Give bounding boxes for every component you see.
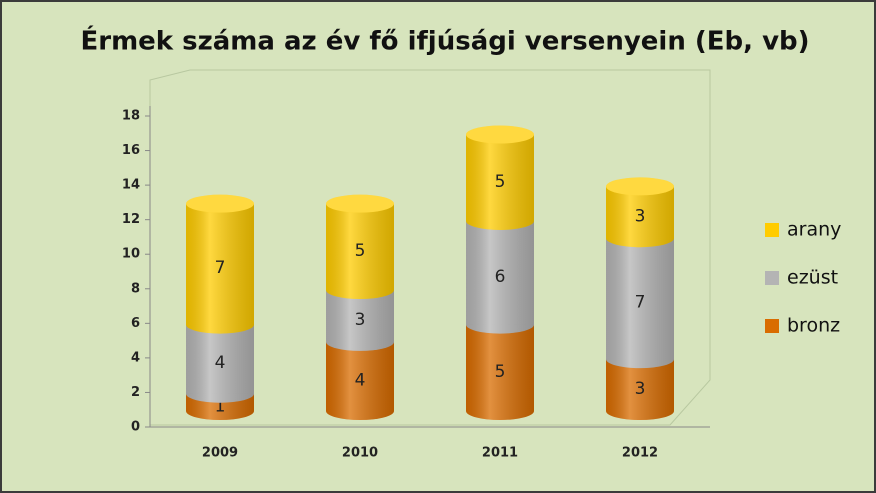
- shading: [326, 290, 394, 351]
- value-label: 7: [215, 258, 226, 278]
- legend-label: arany: [787, 219, 841, 241]
- x-tick-label: 2012: [622, 446, 658, 461]
- cylinder-top: [606, 177, 674, 196]
- value-label: 4: [355, 370, 366, 390]
- value-label: 5: [495, 362, 506, 382]
- value-label: 7: [635, 293, 646, 313]
- x-tick-label: 2010: [342, 446, 378, 461]
- plot-wall: [149, 69, 711, 426]
- cylinder-top-highlight: [186, 194, 254, 213]
- shading: [466, 134, 534, 230]
- y-tick-label: 2: [131, 385, 140, 400]
- value-label: 1: [215, 396, 226, 416]
- cylinder-top-highlight: [606, 177, 674, 196]
- legend-swatch: [765, 223, 779, 237]
- legend-swatch: [765, 271, 779, 285]
- cylinder-top-highlight: [466, 125, 534, 144]
- legend-label: ezüst: [787, 267, 838, 289]
- shading: [186, 324, 254, 403]
- value-label: 5: [495, 172, 506, 192]
- y-tick-label: 16: [122, 143, 140, 158]
- y-tick-label: 4: [131, 350, 140, 365]
- value-label: 3: [355, 310, 366, 330]
- y-tick-label: 10: [122, 247, 140, 262]
- cylinder-top: [466, 125, 534, 144]
- y-tick-label: 18: [122, 109, 140, 124]
- legend-swatch: [765, 319, 779, 333]
- shading: [606, 238, 674, 369]
- cylinder-top-highlight: [326, 194, 394, 213]
- shading: [606, 359, 674, 420]
- y-tick-label: 14: [122, 178, 140, 193]
- y-tick-label: 12: [122, 212, 140, 227]
- y-tick-label: 8: [131, 281, 140, 296]
- shading: [326, 203, 394, 300]
- shading: [466, 220, 534, 334]
- chart-title: Érmek száma az év fő ifjúsági versenyein…: [80, 25, 809, 57]
- shading: [466, 324, 534, 420]
- cylinder-top: [186, 194, 254, 213]
- value-label: 3: [635, 206, 646, 226]
- legend-label: bronz: [787, 315, 840, 337]
- value-label: 3: [635, 379, 646, 399]
- value-label: 4: [215, 353, 226, 373]
- x-tick-label: 2009: [202, 446, 238, 461]
- y-tick-label: 6: [131, 316, 140, 331]
- x-tick-label: 2011: [482, 446, 518, 461]
- shading: [186, 203, 254, 334]
- value-label: 6: [495, 267, 506, 287]
- y-tick-label: 0: [131, 420, 140, 435]
- value-label: 5: [355, 241, 366, 261]
- cylinder-top: [326, 194, 394, 213]
- shading: [326, 341, 394, 420]
- shading: [606, 186, 674, 248]
